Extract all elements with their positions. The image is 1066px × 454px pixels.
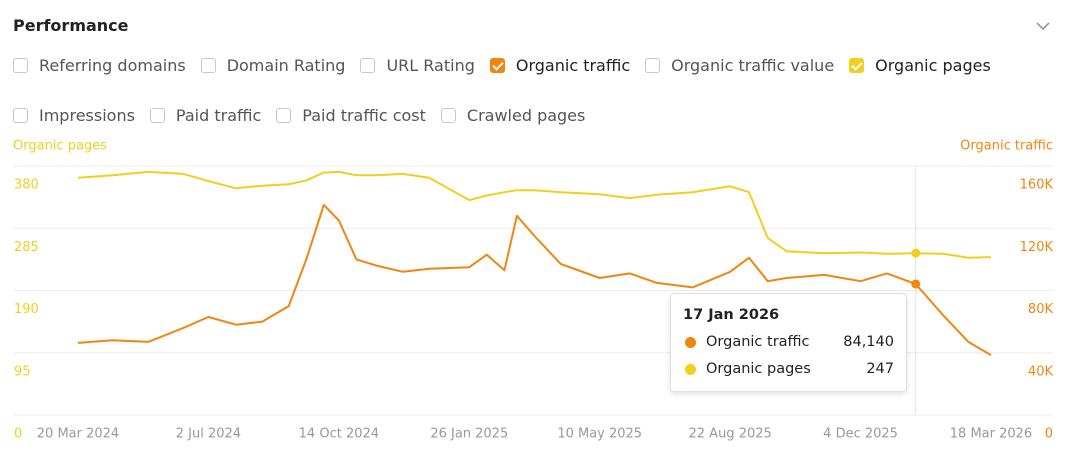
hover-point: [911, 279, 921, 289]
x-tick-label: 18 Mar 2026: [950, 427, 1032, 442]
tooltip-value: 247: [866, 361, 894, 377]
filter-checkbox[interactable]: Domain Rating: [200, 54, 346, 76]
filter-label: Organic traffic value: [671, 55, 835, 75]
y-tick-label: 0: [14, 427, 22, 442]
filter-checkbox[interactable]: Paid traffic cost: [276, 104, 426, 126]
panel-title: Performance: [13, 16, 129, 35]
filter-checkbox[interactable]: Organic traffic: [489, 54, 631, 76]
filter-checkbox[interactable]: Crawled pages: [440, 104, 586, 126]
tooltip-value: 84,140: [843, 334, 894, 350]
y-axis-title: Organic pages: [13, 139, 107, 154]
filter-label: Paid traffic cost: [302, 105, 426, 125]
x-tick-label: 20 Mar 2024: [37, 427, 119, 442]
y-tick-label: 95: [14, 364, 31, 379]
filter-checkbox[interactable]: Impressions: [13, 104, 135, 126]
hover-point: [911, 248, 921, 258]
tooltip: 17 Jan 2026 Organic traffic 84,140 Organic…: [670, 293, 907, 392]
tooltip-name: Organic pages: [706, 361, 811, 377]
filter-checkbox[interactable]: URL Rating: [360, 54, 475, 76]
x-tick-label: 14 Oct 2024: [299, 427, 379, 442]
filter-checkbox[interactable]: Organic traffic value: [645, 54, 834, 76]
checkbox: [13, 57, 28, 73]
y2-axis-title: Organic traffic: [960, 139, 1053, 154]
y-tick-label: 285: [14, 240, 39, 255]
tooltip-row: Organic traffic 84,140: [685, 334, 894, 350]
x-tick-label: 26 Jan 2025: [430, 427, 508, 442]
y2-tick-label: 80K: [1028, 302, 1054, 317]
checkbox: [200, 57, 216, 73]
filter-checkbox[interactable]: Organic pages: [849, 54, 991, 76]
y2-tick-label: 160K: [1020, 178, 1054, 193]
checkbox: [276, 107, 292, 123]
tooltip-title: 17 Jan 2026: [683, 307, 780, 323]
checkbox: [849, 57, 865, 73]
y-tick-label: 190: [14, 302, 39, 317]
tooltip-row: Organic pages 247: [685, 361, 894, 377]
series-line: [77, 170, 992, 259]
tooltip-name: Organic traffic: [706, 334, 810, 350]
filter-label: Organic traffic: [515, 55, 631, 75]
x-tick-label: 2 Jul 2024: [176, 427, 241, 442]
filter-label: Impressions: [39, 105, 135, 125]
filter-checkbox[interactable]: Referring domains: [13, 54, 186, 76]
checkbox: [440, 107, 456, 123]
filter-label: Referring domains: [39, 55, 186, 75]
filter-label: Paid traffic: [175, 105, 262, 125]
y2-tick-label: 120K: [1020, 240, 1054, 255]
tooltip-swatch: [685, 336, 696, 348]
collapse-chevron[interactable]: [1036, 22, 1050, 31]
filter-label: Organic pages: [875, 55, 991, 75]
filter-label: Domain Rating: [226, 55, 346, 75]
y2-tick-label: 0: [1045, 427, 1053, 442]
series-line: [77, 203, 992, 356]
filter-label: Crawled pages: [466, 105, 586, 125]
x-tick-label: 10 May 2025: [557, 427, 642, 442]
filter-checkbox[interactable]: Paid traffic: [149, 104, 262, 126]
x-tick-label: 4 Dec 2025: [823, 427, 898, 442]
checkbox: [13, 107, 28, 123]
y-tick-label: 380: [14, 178, 39, 193]
x-tick-label: 22 Aug 2025: [689, 427, 772, 442]
checkbox: [360, 57, 376, 73]
filter-label: URL Rating: [386, 55, 475, 75]
filters: Referring domains Domain Rating URL Rating…: [13, 54, 1013, 126]
checkbox: [489, 57, 505, 73]
y2-tick-label: 40K: [1028, 364, 1054, 379]
checkbox: [149, 107, 165, 123]
checkbox: [645, 57, 661, 73]
tooltip-swatch: [685, 363, 696, 375]
